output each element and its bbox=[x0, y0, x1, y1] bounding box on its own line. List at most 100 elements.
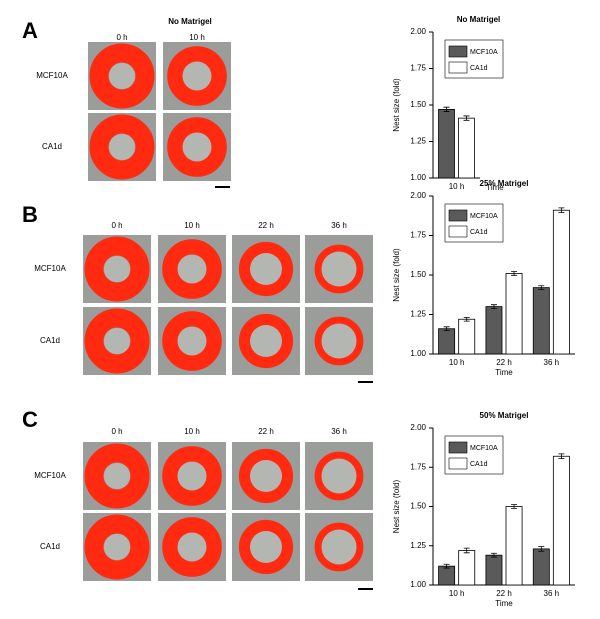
x-axis-label: Time bbox=[486, 183, 504, 192]
wound-area bbox=[321, 251, 357, 287]
wound-area bbox=[104, 463, 130, 489]
legend-swatch bbox=[448, 457, 468, 470]
bar bbox=[505, 273, 523, 355]
cell-ring bbox=[238, 241, 294, 297]
wound-area bbox=[321, 458, 357, 494]
bar bbox=[458, 550, 476, 586]
error-bar bbox=[558, 207, 565, 213]
bar bbox=[505, 506, 523, 586]
y-axis-label: Nest size (fold) bbox=[392, 479, 401, 533]
y-tick-label: 1.25 bbox=[410, 541, 426, 550]
error-bar bbox=[558, 453, 565, 460]
y-axis-label: Nest size (fold) bbox=[392, 248, 401, 302]
y-tick-label: 1.25 bbox=[410, 137, 426, 146]
x-tick-label: 22 h bbox=[496, 358, 512, 367]
x-tick-label: 36 h bbox=[544, 358, 560, 367]
column-label: 10 h bbox=[184, 221, 200, 230]
wound-area bbox=[104, 328, 130, 354]
legend-label: CA1d bbox=[470, 461, 488, 468]
scale-bar bbox=[358, 588, 373, 590]
panel-letter: B bbox=[22, 202, 38, 227]
bar bbox=[458, 117, 475, 179]
legend-label: MCF10A bbox=[470, 445, 498, 452]
y-tick-label: 1.50 bbox=[410, 100, 426, 109]
wound-area bbox=[177, 326, 207, 356]
wound-area bbox=[250, 253, 282, 285]
wound-area bbox=[250, 460, 282, 492]
legend-swatch bbox=[448, 45, 468, 58]
column-label: 36 h bbox=[331, 427, 347, 436]
cell-ring bbox=[167, 117, 227, 177]
error-bar bbox=[463, 547, 470, 554]
x-tick-label: 10 h bbox=[449, 358, 465, 367]
wound-area bbox=[177, 254, 207, 284]
chart-title: 25% Matrigel bbox=[480, 179, 529, 188]
legend-label: CA1d bbox=[470, 229, 488, 236]
legend-swatch bbox=[448, 225, 468, 238]
cell-ring bbox=[314, 522, 364, 572]
wound-area bbox=[177, 532, 207, 562]
wound-area bbox=[109, 63, 135, 89]
wound-area bbox=[104, 256, 130, 282]
error-bar bbox=[463, 316, 470, 322]
bar bbox=[485, 306, 503, 355]
column-label: 0 h bbox=[111, 427, 122, 436]
y-tick-label: 2.00 bbox=[410, 423, 426, 432]
chart-title: 50% Matrigel bbox=[480, 411, 529, 420]
column-label: 22 h bbox=[258, 221, 274, 230]
legend-swatch bbox=[448, 441, 468, 454]
column-label: 22 h bbox=[258, 427, 274, 436]
row-label: CA1d bbox=[40, 336, 60, 345]
x-tick-label: 22 h bbox=[496, 589, 512, 598]
y-tick-label: 1.75 bbox=[410, 462, 426, 471]
x-axis-label: Time bbox=[495, 368, 513, 377]
cell-ring bbox=[89, 43, 155, 109]
legend-label: MCF10A bbox=[470, 213, 498, 220]
wound-area bbox=[182, 61, 212, 91]
bar bbox=[532, 287, 550, 355]
y-tick-label: 1.00 bbox=[410, 580, 426, 589]
y-tick-label: 1.75 bbox=[410, 64, 426, 73]
cell-ring bbox=[314, 244, 364, 294]
error-bar bbox=[538, 285, 545, 290]
column-label: 10 h bbox=[184, 427, 200, 436]
error-bar bbox=[443, 563, 450, 569]
y-tick-label: 2.00 bbox=[410, 191, 426, 200]
scale-bar bbox=[215, 186, 230, 188]
row-label: CA1d bbox=[40, 542, 60, 551]
column-label: 36 h bbox=[331, 221, 347, 230]
wound-area bbox=[250, 531, 282, 563]
panel-letter: C bbox=[22, 407, 38, 432]
column-label: 0 h bbox=[116, 33, 127, 42]
x-tick-label: 10 h bbox=[449, 182, 465, 191]
row-label: MCF10A bbox=[34, 264, 66, 273]
y-tick-label: 1.50 bbox=[410, 270, 426, 279]
legend-swatch bbox=[448, 209, 468, 222]
legend-label: CA1d bbox=[470, 65, 488, 72]
error-bar bbox=[511, 504, 518, 509]
error-bar bbox=[443, 326, 450, 332]
row-label: CA1d bbox=[42, 142, 62, 151]
wound-area bbox=[104, 534, 130, 560]
x-tick-label: 36 h bbox=[544, 589, 560, 598]
cell-ring bbox=[84, 236, 150, 302]
legend-swatch bbox=[448, 61, 468, 74]
cell-ring bbox=[314, 316, 364, 366]
wound-area bbox=[182, 132, 212, 162]
cell-ring bbox=[162, 446, 222, 506]
bar bbox=[485, 554, 503, 586]
x-tick-label: 10 h bbox=[449, 589, 465, 598]
y-tick-label: 2.00 bbox=[410, 27, 426, 36]
row-label: MCF10A bbox=[34, 471, 66, 480]
cell-ring bbox=[238, 448, 294, 504]
legend-label: MCF10A bbox=[470, 49, 498, 56]
x-axis-label: Time bbox=[495, 599, 513, 608]
error-bar bbox=[490, 304, 497, 309]
bar bbox=[438, 565, 456, 586]
y-tick-label: 1.75 bbox=[410, 231, 426, 240]
cell-ring bbox=[314, 451, 364, 501]
wound-area bbox=[177, 461, 207, 491]
bar bbox=[438, 328, 456, 355]
wound-area bbox=[321, 529, 357, 565]
y-tick-label: 1.25 bbox=[410, 310, 426, 319]
